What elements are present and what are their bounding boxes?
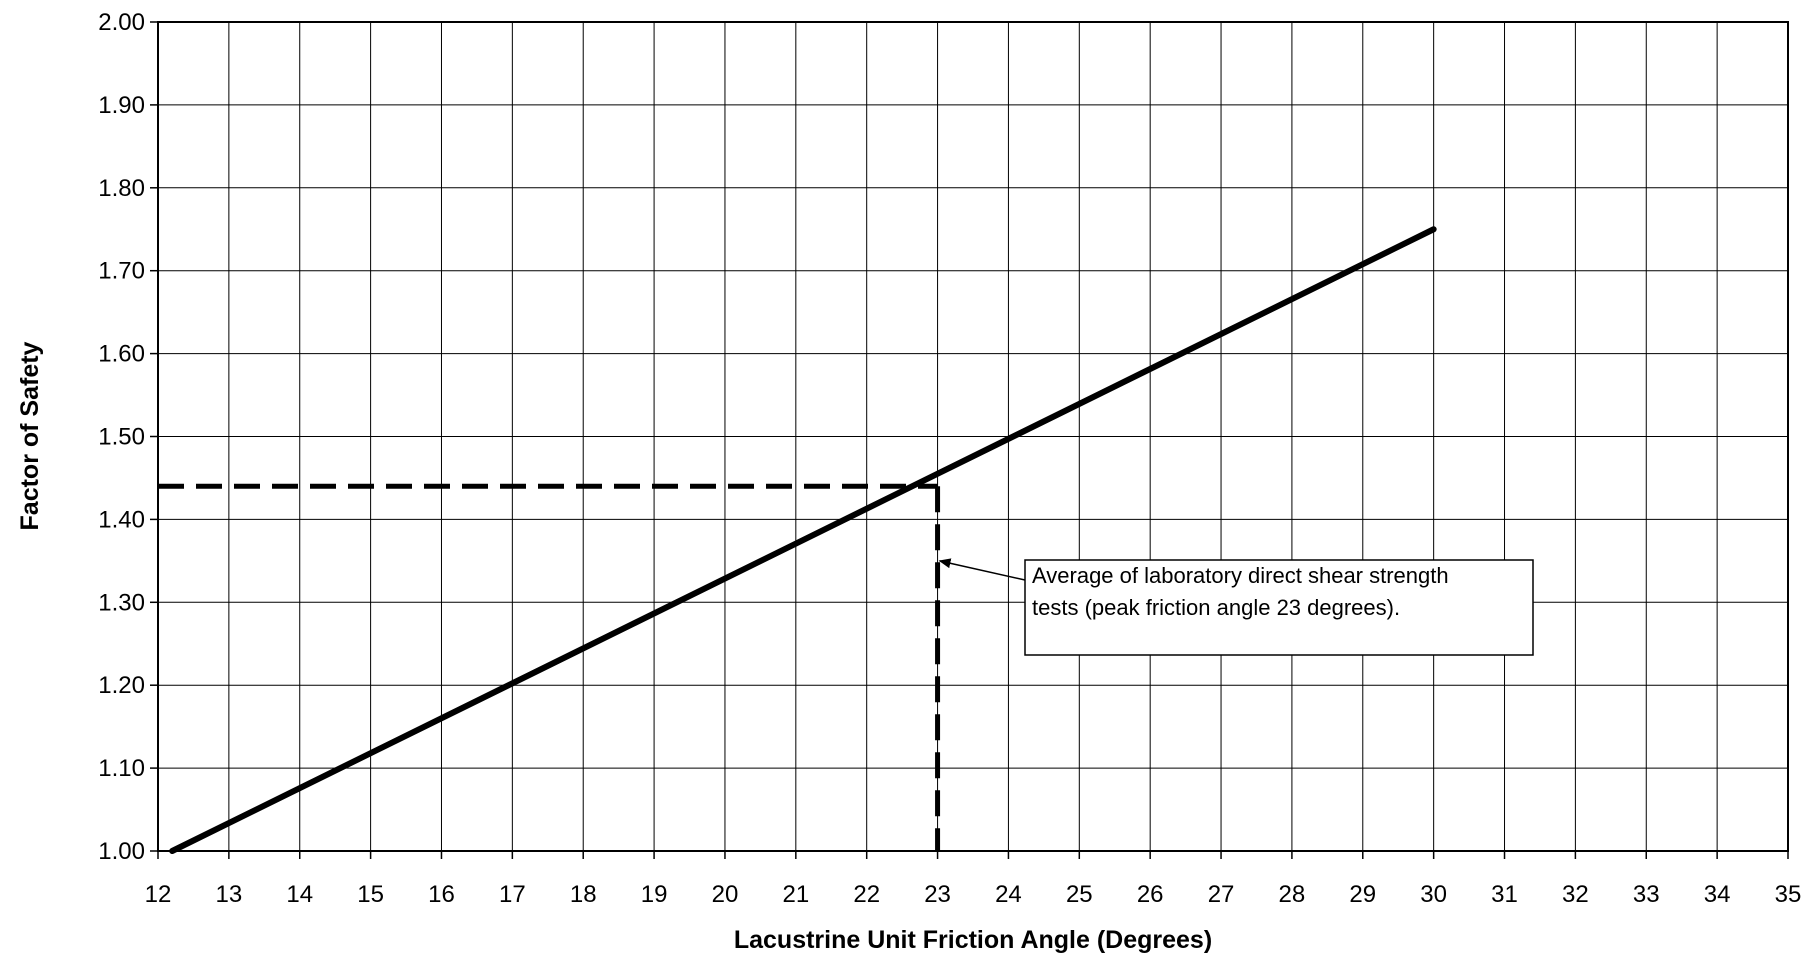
x-tick-label: 13 bbox=[216, 881, 243, 908]
x-axis-title: Lacustrine Unit Friction Angle (Degrees) bbox=[734, 926, 1212, 954]
x-tick-label: 15 bbox=[357, 881, 384, 908]
y-tick-label: 2.00 bbox=[98, 9, 145, 36]
x-tick-label: 29 bbox=[1349, 881, 1376, 908]
y-tick-label: 1.50 bbox=[98, 424, 145, 451]
reference-lines bbox=[158, 483, 941, 851]
x-tick-label: 23 bbox=[924, 881, 951, 908]
y-tick-label: 1.70 bbox=[98, 258, 145, 285]
y-tick-label: 1.60 bbox=[98, 341, 145, 368]
series-group bbox=[169, 226, 1437, 854]
x-tick-label: 18 bbox=[570, 881, 597, 908]
x-tick-label: 27 bbox=[1208, 881, 1235, 908]
y-tick-labels: 1.00 1.10 1.20 1.30 1.40 1.50 1.60 1.70 1.80 1.90… bbox=[98, 9, 158, 865]
x-tick-label: 22 bbox=[853, 881, 880, 908]
x-tick-label: 28 bbox=[1279, 881, 1306, 908]
x-tick-label: 35 bbox=[1775, 881, 1802, 908]
x-tick-label: 30 bbox=[1420, 881, 1447, 908]
x-tick-label: 12 bbox=[145, 881, 172, 908]
annotation-box bbox=[1024, 559, 1534, 656]
x-tick-labels: 12 13 14 15 16 17 18 19 20 21 22 23 24 25 26 27 28 29 30 31… bbox=[145, 851, 1802, 908]
x-tick-label: 24 bbox=[995, 881, 1022, 908]
x-tick-label: 32 bbox=[1562, 881, 1589, 908]
annotation-line-2: tests (peak friction angle 23 degrees). bbox=[1032, 595, 1400, 620]
x-tick-label: 33 bbox=[1633, 881, 1660, 908]
x-tick-label: 17 bbox=[499, 881, 526, 908]
y-tick-label: 1.90 bbox=[98, 92, 145, 119]
series-line bbox=[169, 226, 1437, 854]
x-tick-label: 16 bbox=[428, 881, 455, 908]
y-tick-label: 1.20 bbox=[98, 672, 145, 699]
annotation-line-1: Average of laboratory direct shear stren… bbox=[1032, 563, 1449, 588]
x-tick-label: 26 bbox=[1137, 881, 1164, 908]
x-tick-label: 25 bbox=[1066, 881, 1093, 908]
x-tick-label: 19 bbox=[641, 881, 668, 908]
y-tick-label: 1.30 bbox=[98, 589, 145, 616]
y-tick-label: 1.40 bbox=[98, 506, 145, 533]
x-tick-label: 31 bbox=[1491, 881, 1518, 908]
y-tick-label: 1.10 bbox=[98, 755, 145, 782]
x-tick-label: 34 bbox=[1704, 881, 1731, 908]
y-tick-label: 1.00 bbox=[98, 838, 145, 865]
annotation: Average of laboratory direct shear stren… bbox=[938, 558, 1534, 656]
x-tick-label: 21 bbox=[782, 881, 809, 908]
x-tick-label: 20 bbox=[712, 881, 739, 908]
y-axis-title: Factor of Safety bbox=[16, 341, 44, 530]
y-tick-label: 1.80 bbox=[98, 175, 145, 202]
x-tick-label: 14 bbox=[286, 881, 313, 908]
annotation-arrow bbox=[938, 558, 1026, 581]
